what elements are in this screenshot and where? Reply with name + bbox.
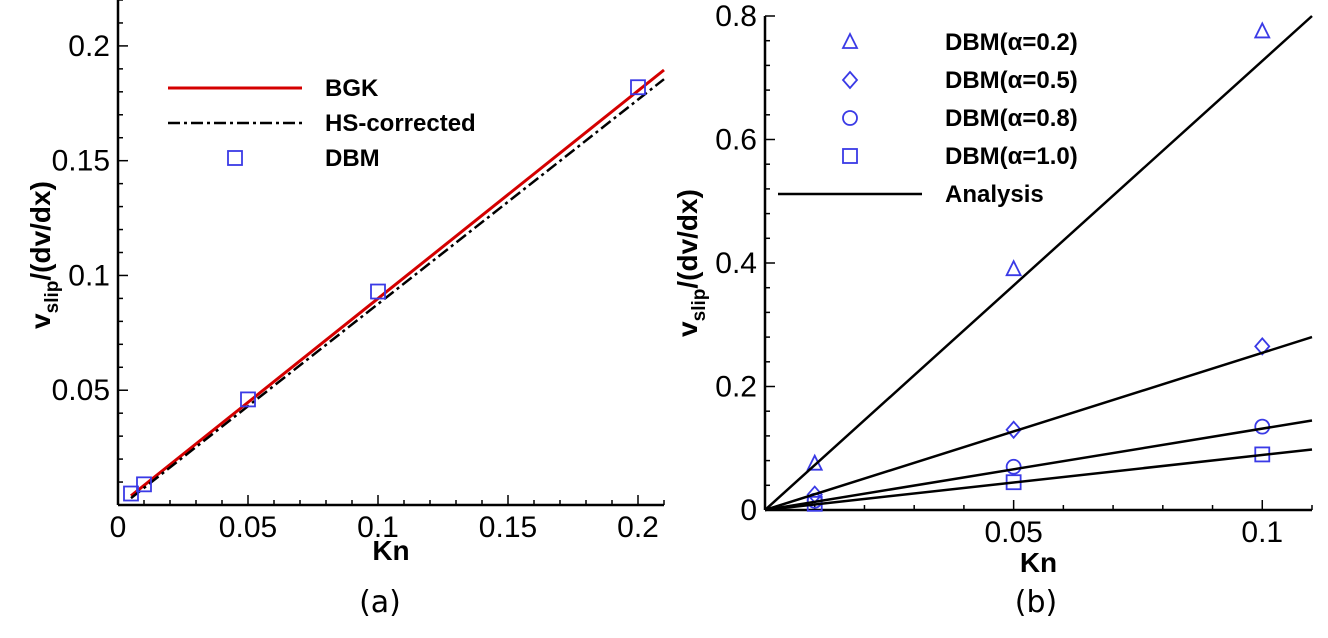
- data-point: [1005, 458, 1022, 475]
- x-tick-label: 0.05: [984, 516, 1042, 549]
- data-point: [370, 283, 386, 300]
- data-point: [1005, 420, 1022, 440]
- legend-entry-label: HS-corrected: [325, 110, 476, 137]
- y-tick-label: 0.1: [68, 259, 110, 292]
- data-point: [1254, 336, 1271, 356]
- y-axis-label-main: v: [672, 321, 703, 337]
- data-point: [630, 79, 646, 96]
- panel-b-chart: 0.05 0.1 0 0.2 0.4 0.6 0.8 Kn vslip/(dv/dx) (b) DB…: [672, 0, 1313, 620]
- legend-marker-symbol: [227, 150, 243, 166]
- legend-marker-symbol: [841, 70, 859, 90]
- x-tick-label: 0.2: [617, 511, 659, 544]
- y-axis-label-main: v: [25, 313, 56, 329]
- series-line: [130, 78, 665, 500]
- data-point: [1253, 21, 1271, 39]
- y-axis-label-rest: /(dv/dx): [25, 181, 56, 281]
- data-point: [240, 391, 256, 408]
- legend-entry-label: DBM: [325, 145, 380, 172]
- data-point: [1005, 259, 1023, 277]
- y-axis-label: vslip/(dv/dx): [672, 189, 710, 337]
- y-axis-label: vslip/(dv/dx): [25, 181, 63, 329]
- panel-a-chart: 0 0.05 0.1 0.15 0.2 0.05 0.1 0.15 0.2 Kn vslip/(dv…: [25, 0, 665, 620]
- y-tick-label: 0.6: [715, 124, 757, 157]
- legend-entry-label: DBM(α=1.0): [945, 143, 1078, 170]
- data-point: [806, 453, 824, 471]
- x-tick-label: 0.05: [219, 511, 277, 544]
- data-point: [123, 485, 139, 502]
- y-tick-label: 0.4: [715, 247, 757, 280]
- legend-entry-label: Analysis: [945, 181, 1044, 208]
- panel-label: (b): [1015, 585, 1057, 620]
- y-axis-label-sub: slip: [42, 281, 63, 314]
- y-tick-label: 0.2: [715, 371, 757, 404]
- legend-marker-symbol: [842, 148, 858, 164]
- data-point: [136, 476, 152, 493]
- x-axis-label: Kn: [1020, 547, 1057, 578]
- x-tick-label: 0: [110, 511, 127, 544]
- series-line: [764, 15, 1313, 511]
- y-tick-label: 0.15: [52, 145, 110, 178]
- series-line: [764, 448, 1313, 512]
- series-line: [130, 68, 665, 497]
- legend-entry-label: DBM(α=0.2): [945, 29, 1078, 56]
- series-line: [764, 419, 1313, 512]
- y-axis-label-sub: slip: [689, 289, 710, 322]
- y-axis-label-rest: /(dv/dx): [672, 189, 703, 289]
- legend-entry-label: DBM(α=0.5): [945, 67, 1078, 94]
- y-tick-label: 0.2: [68, 30, 110, 63]
- series-line: [764, 335, 1313, 512]
- legend-entry-label: BGK: [325, 75, 379, 102]
- x-tick-label: 0.1: [357, 511, 399, 544]
- x-axis-label: Kn: [372, 535, 409, 566]
- y-tick-label: 0.05: [52, 374, 110, 407]
- x-tick-label: 0.15: [479, 511, 537, 544]
- y-tick-label: 0.8: [715, 0, 757, 33]
- legend-entry-label: DBM(α=0.8): [945, 105, 1078, 132]
- legend-marker-symbol: [842, 110, 858, 126]
- panel-label: (a): [359, 585, 401, 620]
- legend-marker-symbol: [841, 31, 859, 49]
- y-tick-label: 0: [740, 494, 757, 527]
- x-tick-label: 0.1: [1241, 516, 1283, 549]
